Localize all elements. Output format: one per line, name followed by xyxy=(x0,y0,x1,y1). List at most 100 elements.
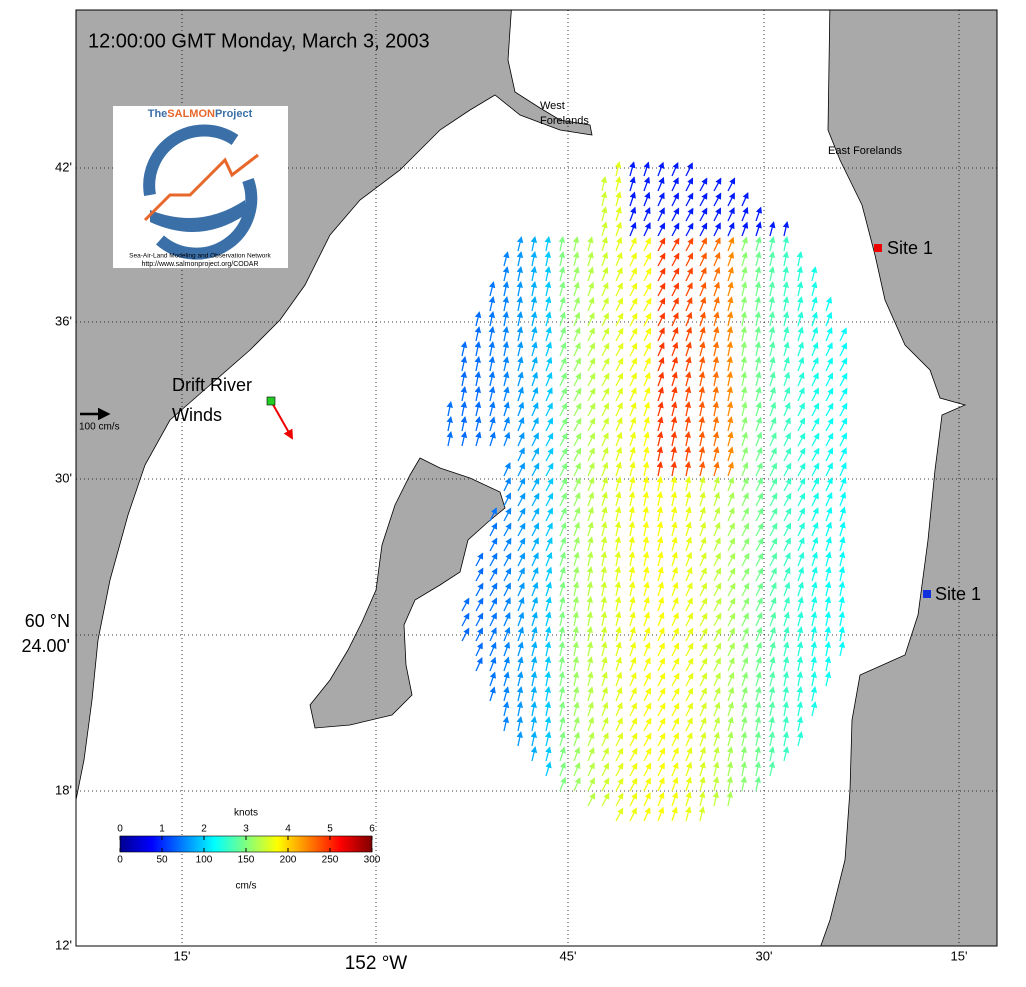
current-vector xyxy=(544,686,551,702)
current-vector xyxy=(643,342,651,357)
current-vector xyxy=(545,566,553,582)
current-vector xyxy=(811,581,818,597)
current-vector xyxy=(671,222,680,237)
current-vector xyxy=(671,252,680,267)
current-vector xyxy=(601,236,608,252)
current-vector xyxy=(740,761,747,777)
current-vector xyxy=(699,177,708,192)
current-vector xyxy=(698,446,706,462)
current-vector xyxy=(502,326,509,342)
current-vector xyxy=(545,311,552,327)
current-vector xyxy=(600,596,607,612)
current-vector xyxy=(657,192,665,207)
current-vector xyxy=(573,731,580,747)
current-vector xyxy=(685,776,692,792)
current-vector xyxy=(754,731,761,747)
current-vector xyxy=(544,626,552,642)
current-vector xyxy=(517,656,524,672)
current-vector xyxy=(600,536,608,552)
current-vector xyxy=(699,521,707,537)
current-vector xyxy=(643,386,651,402)
current-vector xyxy=(601,372,610,387)
current-vector xyxy=(587,731,595,747)
current-vector xyxy=(545,326,552,342)
current-vector xyxy=(684,401,692,417)
current-vector xyxy=(783,477,792,492)
colorbar-tick-label: 0 xyxy=(117,855,123,866)
current-vector xyxy=(545,596,552,612)
current-vector xyxy=(573,566,580,582)
current-vector xyxy=(712,401,719,417)
current-vector xyxy=(474,371,481,387)
current-vector xyxy=(685,806,692,822)
current-vector xyxy=(628,491,636,507)
current-vector xyxy=(811,566,818,582)
current-vector xyxy=(782,281,789,297)
current-vector xyxy=(713,521,721,537)
current-vector xyxy=(586,551,594,567)
current-vector xyxy=(643,401,651,417)
current-vector xyxy=(460,386,467,402)
current-vector xyxy=(727,446,734,462)
current-vector xyxy=(726,326,734,342)
current-vector xyxy=(629,387,637,402)
current-vector xyxy=(559,716,566,732)
current-vector xyxy=(769,537,778,552)
current-vector xyxy=(740,371,748,387)
current-vector xyxy=(699,491,706,507)
current-vector xyxy=(657,672,666,687)
current-vector xyxy=(713,281,720,297)
current-vector xyxy=(699,612,708,627)
current-vector xyxy=(629,252,637,267)
current-vector xyxy=(600,191,608,207)
current-vector xyxy=(698,431,705,447)
colorbar-tick-label: 100 xyxy=(196,855,213,866)
current-vector xyxy=(615,342,624,357)
current-vector xyxy=(670,461,677,477)
current-vector xyxy=(572,656,580,672)
current-vector xyxy=(783,552,791,567)
current-vector xyxy=(741,221,749,237)
current-vector xyxy=(489,582,498,597)
current-vector xyxy=(768,326,776,342)
current-vector xyxy=(810,671,817,687)
current-vector xyxy=(699,657,708,672)
current-vector xyxy=(601,716,609,732)
colorbar-tick-label: 3 xyxy=(243,824,249,835)
current-vector xyxy=(811,281,818,297)
current-vector xyxy=(572,611,579,627)
current-vector xyxy=(629,342,638,357)
current-vector xyxy=(489,401,496,417)
current-vector xyxy=(825,491,833,507)
current-vector xyxy=(782,731,790,747)
current-vector xyxy=(810,686,818,702)
current-vector xyxy=(824,596,832,612)
current-vector xyxy=(838,581,845,597)
current-vector xyxy=(839,521,846,537)
current-vector xyxy=(587,701,594,717)
current-vector xyxy=(727,236,735,252)
current-vector xyxy=(783,492,792,507)
current-vector xyxy=(503,671,510,687)
current-vector xyxy=(559,402,568,417)
current-vector xyxy=(657,657,665,672)
current-vector xyxy=(796,251,803,267)
current-vector xyxy=(755,641,763,657)
current-vector xyxy=(530,746,538,762)
current-vector xyxy=(671,717,680,732)
current-vector xyxy=(699,252,707,267)
current-vector xyxy=(657,762,665,777)
current-vector xyxy=(671,702,680,717)
current-vector xyxy=(699,267,707,282)
current-vector xyxy=(559,326,567,342)
current-vector xyxy=(503,611,511,627)
current-vector xyxy=(755,206,762,222)
current-vector xyxy=(811,402,820,417)
current-vector xyxy=(698,401,705,417)
current-vector xyxy=(545,402,553,417)
current-vector xyxy=(671,566,679,582)
current-vector xyxy=(615,176,622,192)
current-vector xyxy=(768,281,775,297)
current-vector xyxy=(741,656,749,672)
current-vector xyxy=(797,507,805,522)
